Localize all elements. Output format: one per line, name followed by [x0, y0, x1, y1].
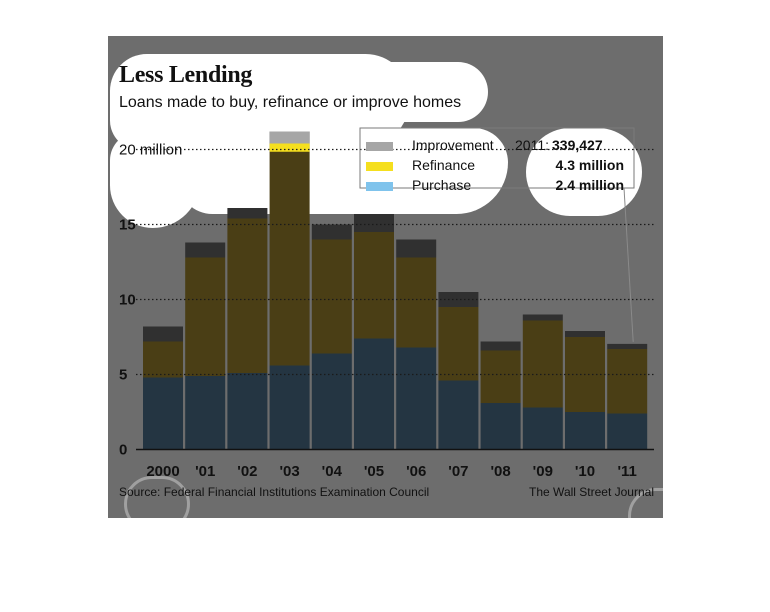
x-tick-label-3: '03 [279, 463, 299, 480]
x-tick-label-11: '11 [617, 463, 636, 480]
chart-subtitle: Loans made to buy, refinance or improve … [119, 94, 462, 111]
bar-improvement-7 [438, 292, 479, 307]
bar-improvement-5 [354, 214, 394, 232]
bar-refinance-0 [143, 341, 183, 378]
stacked-bar-chart: 2000 '01 '02 '03 '04 '05 '06 '07 '08 '09 '10 '11 0 5 1… [119, 127, 654, 480]
x-tick-label-9: '09 [533, 463, 553, 480]
bar-refinance-8 [480, 350, 521, 403]
x-tick-label-2: '02 [237, 463, 257, 480]
legend-value-refinance: 4.3 million [555, 157, 624, 173]
chart-title: Less Lending [119, 62, 253, 88]
bar-purchase-0 [143, 377, 183, 450]
bar-refinance-1 [185, 257, 226, 376]
bar-improvement-0 [143, 326, 183, 342]
bar-refinance-4 [311, 239, 352, 354]
bar-purchase-6 [396, 347, 437, 450]
legend-value-purchase: 2.4 million [555, 177, 624, 193]
y-tick-label-4: 20 million [119, 142, 182, 159]
highlight-blob-title-right [358, 62, 488, 122]
source-note: Source: Federal Financial Institutions E… [119, 485, 430, 499]
x-tick-label-4: '04 [322, 463, 343, 480]
bar-refinance-2 [227, 218, 268, 373]
y-tick-label-2: 10 [119, 292, 136, 309]
callout-pointer-line [623, 187, 634, 342]
publisher-credit: The Wall Street Journal [529, 485, 654, 499]
bar-refinance-5 [354, 232, 394, 339]
bar-purchase-3 [269, 365, 310, 450]
bar-improvement-11 [607, 343, 648, 349]
bar-improvement-8 [480, 341, 521, 351]
y-tick-label-1: 5 [119, 367, 127, 384]
legend-value-improvement: 339,427 [552, 137, 603, 153]
bar-purchase-1 [185, 376, 226, 450]
bar-refinance-highlight-3 [269, 143, 310, 152]
bar-purchase-4 [311, 353, 352, 450]
legend-label-purchase: Purchase [412, 177, 472, 193]
bar-refinance-9 [522, 320, 563, 408]
bar-refinance-7 [438, 307, 479, 381]
legend-label-refinance: Refinance [412, 157, 476, 173]
legend-swatch-refinance [366, 162, 393, 171]
legend-callout-box [359, 127, 635, 189]
x-tick-label-6: '06 [406, 463, 426, 480]
highlight-blob-values [526, 128, 642, 216]
legend-label-improvement: Improvement [412, 137, 494, 153]
legend-year-label: 2011: [515, 137, 549, 153]
bar-refinance-11 [607, 349, 648, 414]
bar-improvement-6 [396, 239, 437, 258]
bar-purchase-2 [227, 373, 268, 450]
bar-purchase-10 [565, 412, 605, 450]
legend-swatch-purchase [366, 182, 393, 191]
highlight-ring-bottom-left [124, 476, 190, 518]
x-tick-label-7: '07 [448, 463, 468, 480]
legend-swatch-improvement [366, 142, 393, 151]
bar-improvement-1 [185, 242, 226, 258]
bar-refinance-3 [269, 143, 310, 366]
x-tick-label-1: '01 [195, 463, 215, 480]
bar-refinance-6 [396, 257, 437, 348]
y-tick-label-0: 0 [119, 442, 127, 459]
chart-panel: 2000 '01 '02 '03 '04 '05 '06 '07 '08 '09 '10 '11 0 5 1… [108, 36, 663, 518]
highlight-blob-legend [178, 128, 508, 214]
bar-purchase-8 [480, 403, 521, 450]
bar-improvement-9 [522, 314, 563, 321]
x-tick-label-10: '10 [575, 463, 595, 480]
bar-purchase-7 [438, 380, 479, 450]
bar-purchase-11 [607, 413, 648, 450]
x-tick-label-0: 2000 [146, 463, 179, 480]
y-tick-label-3: 15 [119, 217, 136, 234]
bar-improvement-10 [565, 331, 605, 337]
bar-purchase-9 [522, 407, 563, 450]
bar-improvement-2 [227, 208, 268, 219]
bar-purchase-5 [354, 338, 394, 450]
x-tick-label-8: '08 [490, 463, 510, 480]
bar-improvement-4 [311, 224, 352, 240]
x-tick-label-5: '05 [364, 463, 384, 480]
bar-improvement-highlight-3 [269, 131, 310, 144]
